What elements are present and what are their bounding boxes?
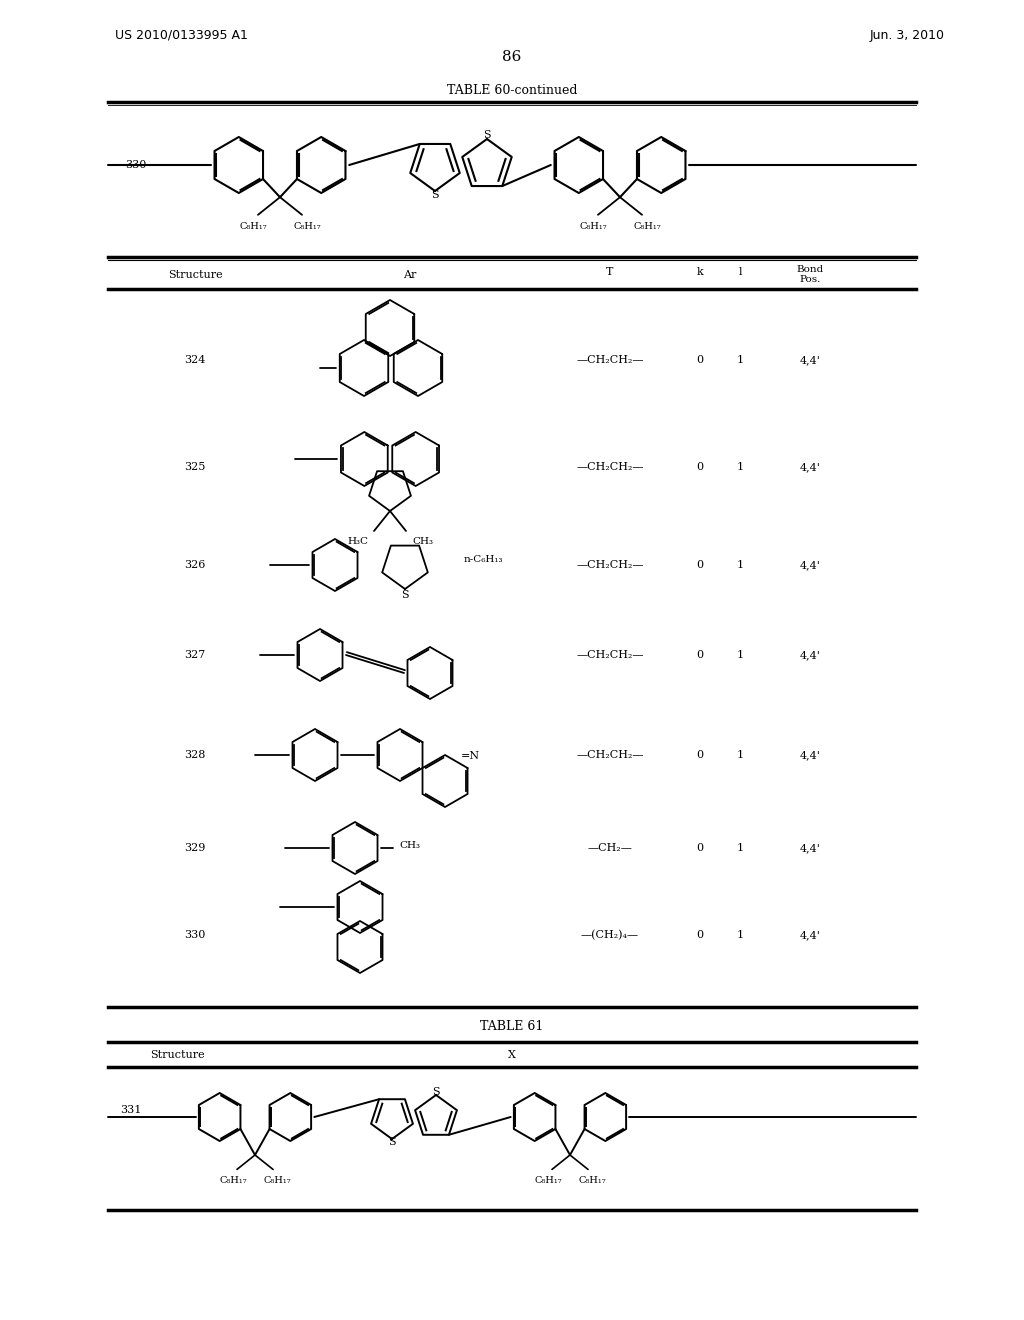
Text: 330: 330	[184, 931, 206, 940]
Text: 4,4': 4,4'	[800, 649, 820, 660]
Text: H₃C: H₃C	[347, 536, 368, 545]
Text: 0: 0	[696, 560, 703, 570]
Text: —CH₂CH₂—: —CH₂CH₂—	[577, 355, 644, 366]
Text: TABLE 60-continued: TABLE 60-continued	[446, 83, 578, 96]
Text: 331: 331	[120, 1105, 141, 1115]
Text: 328: 328	[184, 750, 206, 760]
Text: 1: 1	[736, 462, 743, 473]
Text: 1: 1	[736, 355, 743, 366]
Text: —CH₂CH₂—: —CH₂CH₂—	[577, 649, 644, 660]
Text: 86: 86	[503, 50, 521, 63]
Text: X: X	[508, 1049, 516, 1060]
Text: S: S	[388, 1138, 396, 1147]
Text: 4,4': 4,4'	[800, 750, 820, 760]
Text: C₈H₁₇: C₈H₁₇	[219, 1176, 247, 1185]
Text: 0: 0	[696, 931, 703, 940]
Text: S: S	[401, 590, 409, 601]
Text: k: k	[696, 267, 703, 277]
Text: C₈H₁₇: C₈H₁₇	[263, 1176, 291, 1185]
Text: US 2010/0133995 A1: US 2010/0133995 A1	[115, 29, 248, 41]
Text: C₈H₁₇: C₈H₁₇	[580, 222, 607, 231]
Text: 4,4': 4,4'	[800, 843, 820, 853]
Text: 4,4': 4,4'	[800, 931, 820, 940]
Text: Pos.: Pos.	[800, 276, 820, 285]
Text: T: T	[606, 267, 613, 277]
Text: 4,4': 4,4'	[800, 462, 820, 473]
Text: 324: 324	[184, 355, 206, 366]
Text: TABLE 61: TABLE 61	[480, 1020, 544, 1034]
Text: 0: 0	[696, 649, 703, 660]
Text: 0: 0	[696, 355, 703, 366]
Text: CH₃: CH₃	[399, 841, 420, 850]
Text: Bond: Bond	[797, 265, 823, 275]
Text: S: S	[432, 1086, 440, 1097]
Text: l: l	[738, 267, 741, 277]
Text: 1: 1	[736, 843, 743, 853]
Text: Structure: Structure	[168, 271, 222, 280]
Text: 329: 329	[184, 843, 206, 853]
Text: S: S	[431, 190, 439, 199]
Text: Ar: Ar	[403, 271, 417, 280]
Text: 1: 1	[736, 560, 743, 570]
Text: n-C₆H₁₃: n-C₆H₁₃	[464, 556, 504, 565]
Text: CH₃: CH₃	[412, 536, 433, 545]
Text: C₈H₁₇: C₈H₁₇	[579, 1176, 606, 1185]
Text: —(CH₂)₄—: —(CH₂)₄—	[581, 929, 639, 940]
Text: =N: =N	[461, 751, 480, 762]
Text: 0: 0	[696, 843, 703, 853]
Text: S: S	[483, 131, 490, 140]
Text: —CH₂—: —CH₂—	[588, 843, 633, 853]
Text: C₈H₁₇: C₈H₁₇	[293, 222, 321, 231]
Text: 4,4': 4,4'	[800, 560, 820, 570]
Text: 326: 326	[184, 560, 206, 570]
Text: Jun. 3, 2010: Jun. 3, 2010	[870, 29, 945, 41]
Text: 325: 325	[184, 462, 206, 473]
Text: C₈H₁₇: C₈H₁₇	[535, 1176, 562, 1185]
Text: —CH₂CH₂—: —CH₂CH₂—	[577, 462, 644, 473]
Text: 327: 327	[184, 649, 206, 660]
Text: C₈H₁₇: C₈H₁₇	[240, 222, 267, 231]
Text: 1: 1	[736, 931, 743, 940]
Text: 0: 0	[696, 462, 703, 473]
Text: 330: 330	[125, 160, 146, 170]
Text: 1: 1	[736, 649, 743, 660]
Text: —CH₂CH₂—: —CH₂CH₂—	[577, 560, 644, 570]
Text: 1: 1	[736, 750, 743, 760]
Text: Structure: Structure	[150, 1049, 205, 1060]
Text: 0: 0	[696, 750, 703, 760]
Text: —CH₂CH₂—: —CH₂CH₂—	[577, 750, 644, 760]
Text: 4,4': 4,4'	[800, 355, 820, 366]
Text: C₈H₁₇: C₈H₁₇	[633, 222, 660, 231]
